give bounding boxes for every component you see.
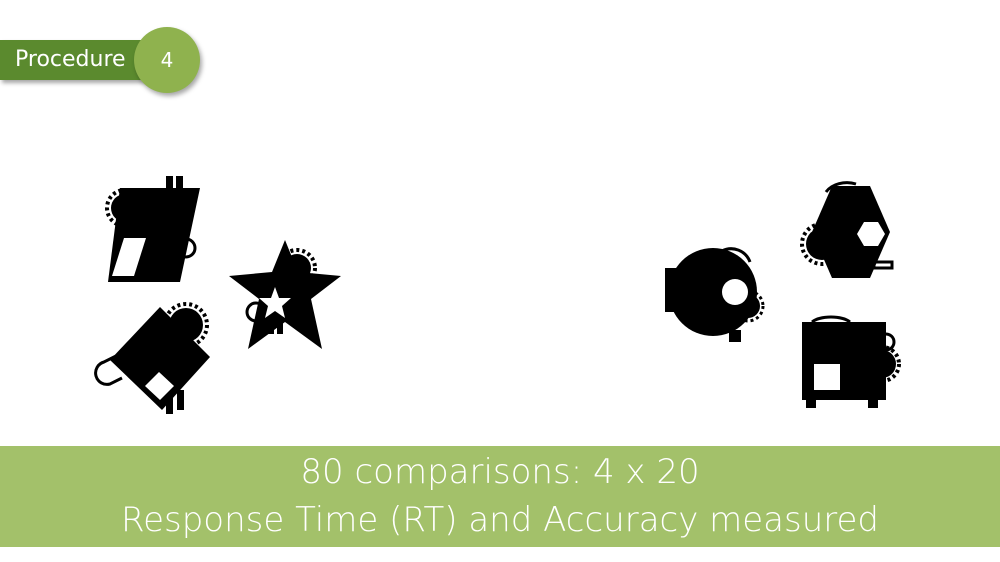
measures-text: Response Time (RT) and Accuracy measured (120, 500, 880, 540)
stimuli-canvas (94, 176, 901, 414)
shape-star-with-gear (229, 240, 341, 349)
shape-square-with-gear (802, 315, 901, 408)
procedure-label: Procedure (15, 47, 126, 72)
step-number-badge: 4 (134, 27, 200, 93)
shape-diamond-with-gear (94, 302, 210, 414)
shape-hexagon-with-gear (800, 181, 894, 278)
footer-band (0, 446, 1000, 547)
comparisons-text: 80 comparisons: 4 x 20 (300, 452, 700, 492)
shape-rect-with-gear (105, 176, 200, 282)
shape-round-with-gear (665, 247, 765, 342)
